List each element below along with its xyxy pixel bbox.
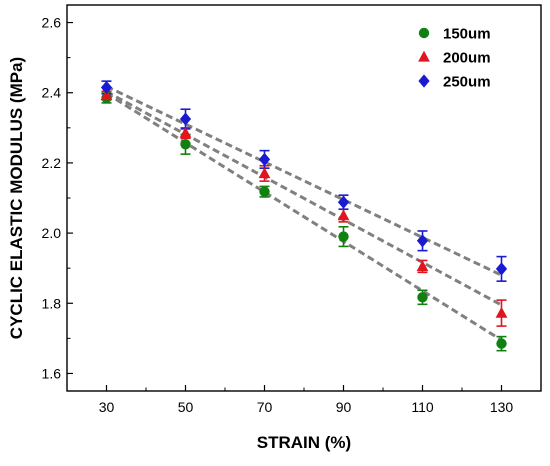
fit-line-250um — [105, 85, 503, 277]
data-point-200um — [258, 167, 271, 179]
data-point-250um — [100, 80, 113, 95]
y-axis-title: CYCLIC ELASTIC MODULUS (MPa) — [7, 57, 26, 339]
data-point-250um — [337, 195, 350, 209]
x-axis-title: STRAIN (%) — [257, 433, 351, 452]
data-point-250um — [495, 262, 508, 276]
x-tick-label: 110 — [411, 399, 434, 415]
y-tick-label: 2.2 — [42, 155, 62, 171]
data-point-250um — [416, 234, 429, 248]
data-point-200um — [179, 126, 192, 138]
fit-line-150um — [105, 92, 503, 342]
legend-label-200um: 200um — [443, 50, 491, 67]
data-point-250um — [258, 152, 271, 166]
data-point-150um — [496, 338, 507, 349]
x-tick-label: 30 — [99, 399, 115, 415]
data-point-200um — [100, 89, 113, 101]
x-tick-label: 50 — [178, 399, 194, 415]
data-point-150um — [417, 292, 428, 303]
y-tick-label: 1.8 — [42, 295, 62, 311]
y-tick-label: 1.6 — [42, 365, 62, 381]
legend-marker-150um — [418, 27, 430, 39]
data-point-150um — [338, 231, 349, 242]
axis-ticks: 30 50 70 90 110 130 1.6 1.8 2.0 2.2 2.4 2.6 — [42, 15, 514, 415]
x-tick-label: 90 — [336, 399, 352, 415]
data-markers — [100, 80, 508, 349]
legend-label-150um: 150um — [443, 26, 491, 43]
legend-marker-250um — [418, 74, 430, 88]
x-tick-label: 70 — [257, 399, 273, 415]
fit-lines — [105, 85, 503, 342]
legend-label-250um: 250um — [443, 74, 491, 91]
y-tick-label: 2.6 — [42, 15, 62, 31]
x-tick-label: 130 — [490, 399, 514, 415]
data-point-150um — [259, 186, 270, 197]
legend: 150um 200um 250um — [418, 26, 491, 91]
legend-marker-200um — [418, 50, 430, 62]
y-tick-label: 2.0 — [42, 225, 62, 241]
data-point-200um — [495, 306, 508, 318]
data-point-150um — [180, 139, 191, 150]
data-point-200um — [416, 260, 429, 272]
data-point-200um — [337, 209, 350, 221]
data-point-250um — [179, 112, 192, 126]
fit-line-200um — [105, 90, 503, 307]
y-tick-label: 2.4 — [42, 85, 62, 101]
